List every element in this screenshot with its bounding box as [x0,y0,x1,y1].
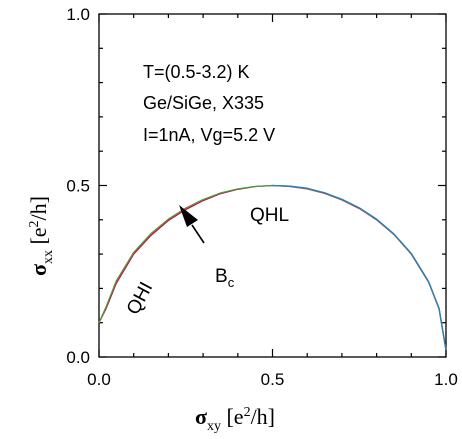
x-tick-label: 0.5 [261,370,285,389]
x-tick-label: 0.0 [87,370,111,389]
y-tick-label: 0.0 [66,348,90,367]
axis-ticks [98,13,447,358]
y-tick-label: 0.5 [66,177,90,196]
x-axis-title: σxy [e2/h] [195,404,275,434]
series-line-3 [272,184,447,351]
x-tick-label: 1.0 [434,370,458,389]
annotation-line-2: Ge/SiGe, X335 [143,93,264,113]
annotation-line-3: I=1nA, Vg=5.2 V [143,125,275,145]
arrow-head-icon [179,205,198,227]
bc-arrow [179,205,205,244]
series-layer [98,184,447,351]
label-bc: Bc [215,266,235,290]
tick-labels: 0.0 0.5 1.0 0.0 0.5 1.0 [66,5,457,389]
y-axis-title: σxx [e2/h] [26,196,56,276]
label-qhi: QHI [123,279,157,319]
annotation-line-1: T=(0.5-3.2) K [143,62,250,82]
label-qhl: QHL [250,205,289,226]
y-tick-label: 1.0 [66,5,90,24]
